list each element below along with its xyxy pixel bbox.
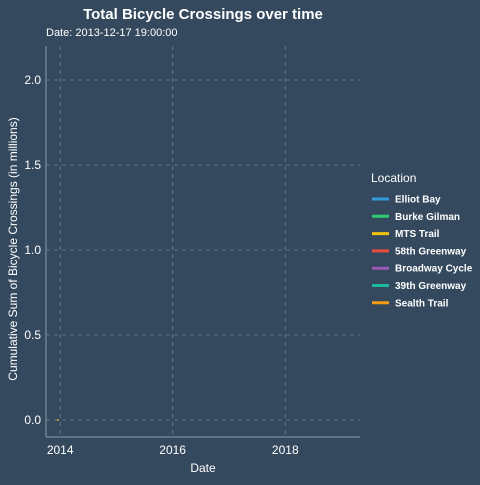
- legend-label: 58th Greenway: [395, 246, 467, 257]
- y-axis-label: Cumulative Sum of Bicycle Crossings (in …: [6, 117, 20, 380]
- series-point: [56, 419, 59, 421]
- x-tick-label: 2014: [47, 443, 74, 457]
- legend-label: Elliot Bay: [395, 195, 441, 206]
- y-tick-label: 1.0: [24, 243, 41, 257]
- chart-subtitle: Date: 2013-12-17 19:00:00: [46, 27, 178, 39]
- legend-label: Sealth Trail: [395, 298, 449, 309]
- legend: Location Elliot Bay Burke Gilman MTS Trail…: [371, 171, 473, 309]
- legend-label: Broadway Cycle: [395, 264, 473, 275]
- y-tick-label: 2.0: [24, 73, 41, 87]
- legend-label: 39th Greenway: [395, 281, 467, 292]
- y-tick-label: 0.0: [24, 413, 41, 427]
- y-tick-label: 0.5: [24, 328, 41, 342]
- x-tick-label: 2018: [272, 443, 299, 457]
- legend-label: Burke Gilman: [395, 212, 460, 223]
- y-tick-label: 1.5: [24, 158, 41, 172]
- axes: 0.0 0.5 1.0 1.5 2.0 2014 2016 2018: [24, 46, 360, 457]
- series: [56, 419, 59, 421]
- legend-items: Elliot Bay Burke Gilman MTS Trail 58th Gree…: [372, 195, 473, 309]
- chart-title: Total Bicycle Crossings over time: [83, 6, 323, 23]
- grid: [46, 46, 360, 437]
- legend-label: MTS Trail: [395, 229, 440, 240]
- x-axis-label: Date: [190, 461, 216, 475]
- legend-title: Location: [371, 171, 416, 185]
- x-tick-label: 2016: [159, 443, 186, 457]
